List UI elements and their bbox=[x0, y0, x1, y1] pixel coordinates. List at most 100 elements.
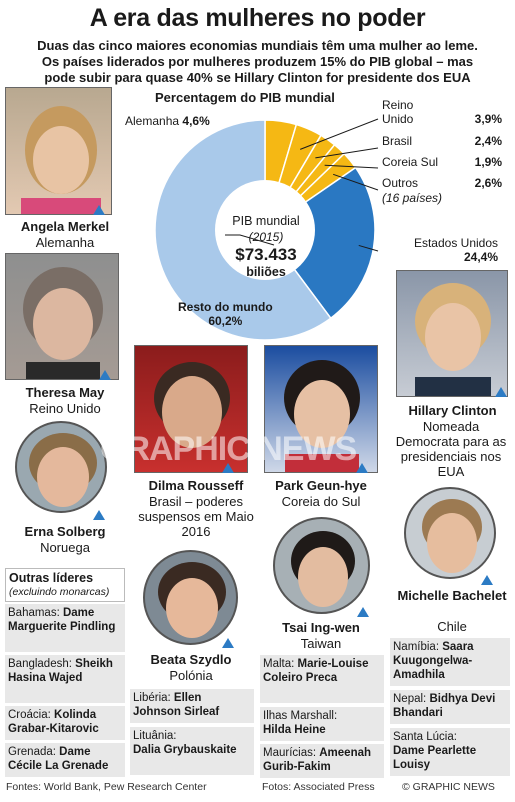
may-photo bbox=[5, 253, 119, 380]
leader-marker-icon bbox=[222, 638, 234, 648]
rousseff-role: Brasil – poderes suspensos em Maio 2016 bbox=[138, 494, 254, 539]
slice-value: 3,9% bbox=[474, 112, 502, 126]
leader-country: Croácia: bbox=[8, 709, 51, 721]
portrait-image bbox=[23, 267, 103, 379]
clinton-name: Hillary Clinton bbox=[408, 403, 497, 418]
pie-center-unit: biliões bbox=[246, 265, 286, 279]
other-leader-item: Maurícias: Ameenah Gurib-Fakim bbox=[260, 744, 384, 778]
slice-value: 2,6% bbox=[474, 176, 502, 190]
slice-name: Estados Unidos bbox=[413, 236, 498, 250]
slice-label-eua: Estados Unidos 24,4% bbox=[398, 236, 498, 264]
bachelet-name: Michelle Bachelet bbox=[397, 588, 507, 603]
rousseff-name: Dilma Rousseff bbox=[148, 478, 244, 493]
slice-value: 1,9% bbox=[474, 155, 502, 169]
may-country: Reino Unido bbox=[29, 401, 101, 416]
other-leader-item: Namíbia: Saara Kuugongelwa-Amadhila bbox=[390, 638, 510, 686]
chart-title: Percentagem do PIB mundial bbox=[155, 90, 335, 105]
pie-center-year: (2015) bbox=[248, 230, 284, 244]
subtitle-line-1: Duas das cinco maiores economias mundiai… bbox=[37, 38, 478, 53]
slice-label-outros: Outros 2,6% bbox=[382, 176, 502, 190]
leader-name: Dame Pearlette Louisy bbox=[393, 745, 477, 771]
solberg-photo bbox=[15, 421, 107, 513]
leader-country: Nepal: bbox=[393, 693, 427, 705]
leader-marker-icon bbox=[222, 463, 234, 473]
leader-name: Dame Cécile La Grenade bbox=[8, 746, 109, 772]
slice-value: 2,4% bbox=[474, 134, 502, 148]
tsai-name: Tsai Ing-wen bbox=[282, 620, 360, 635]
footer-sources: Fontes: World Bank, Pew Research Center bbox=[6, 781, 207, 793]
szydlo-country: Polónia bbox=[169, 668, 213, 683]
leader-name: Dame Marguerite Pindling bbox=[8, 607, 116, 633]
subtitle-line-3: pode subir para quase 40% se Hillary Cli… bbox=[44, 70, 471, 85]
slice-value: 60,2% bbox=[208, 314, 243, 328]
merkel-country: Alemanha bbox=[35, 235, 95, 250]
szydlo-photo bbox=[143, 550, 238, 645]
portrait-image bbox=[154, 362, 230, 448]
tsai-photo bbox=[273, 517, 370, 614]
slice-value: 4,6% bbox=[182, 114, 210, 128]
leader-name: Dalia Grybauskaite bbox=[133, 744, 237, 756]
leader-marker-icon bbox=[356, 463, 368, 473]
other-leader-item: Lituânia: Dalia Grybauskaite bbox=[130, 727, 254, 775]
slice-name: Outros bbox=[382, 176, 419, 190]
may-name: Theresa May bbox=[25, 385, 105, 400]
leader-line-estados-unidos bbox=[358, 244, 379, 252]
slice-label-coreia: Coreia Sul 1,9% bbox=[382, 155, 502, 169]
portrait-image bbox=[284, 360, 360, 472]
pie-center-label: PIB mundial bbox=[232, 214, 300, 228]
leader-line-outros bbox=[332, 173, 379, 191]
park-name: Park Geun-hye bbox=[275, 478, 367, 493]
subtitle-line-2: Os países liderados por mulheres produze… bbox=[41, 54, 474, 69]
slice-name: Brasil bbox=[382, 134, 413, 148]
portrait-image bbox=[415, 283, 491, 396]
leader-marker-icon bbox=[481, 575, 493, 585]
leader-country: Bahamas: bbox=[8, 607, 60, 619]
footer-photos: Fotos: Associated Press bbox=[262, 781, 375, 793]
leader-marker-icon bbox=[99, 370, 111, 380]
tsai-country: Taiwan bbox=[300, 636, 342, 651]
other-leader-item: Grenada: Dame Cécile La Grenade bbox=[5, 743, 125, 777]
bachelet-country: Chile bbox=[437, 619, 467, 634]
other-leader-item: Bangladesh: Sheikh Hasina Wajed bbox=[5, 655, 125, 703]
clinton-photo bbox=[396, 270, 508, 397]
portrait-image bbox=[422, 499, 482, 573]
leader-name: Hilda Heine bbox=[263, 724, 326, 736]
park-country: Coreia do Sul bbox=[281, 494, 361, 509]
pie-slice-estados-unidos bbox=[263, 166, 376, 320]
solberg-name: Erna Solberg bbox=[24, 524, 106, 539]
other-leader-item: Croácia: Kolinda Grabar-Kitarovic bbox=[5, 706, 125, 740]
merkel-name: Angela Merkel bbox=[20, 219, 110, 234]
leader-line-brasil bbox=[315, 147, 379, 159]
leader-country: Ilhas Marshall: bbox=[263, 710, 338, 722]
solberg-country: Noruega bbox=[40, 540, 90, 555]
slice-name: Resto do mundo bbox=[178, 300, 273, 314]
slice-label-reino-unido: Reino Unido 3,9% bbox=[382, 98, 502, 126]
other-leaders-note: (excluindo monarcas) bbox=[9, 586, 110, 598]
leader-marker-icon bbox=[93, 510, 105, 520]
portrait-image bbox=[291, 531, 355, 607]
leader-name: Ameenah Gurib-Fakim bbox=[263, 747, 372, 773]
page-title: A era das mulheres no poder bbox=[89, 4, 426, 32]
slice-name: Alemanha bbox=[125, 114, 180, 128]
footer-copyright: © GRAPHIC NEWS bbox=[402, 781, 495, 793]
other-leader-item: Ilhas Marshall: Hilda Heine bbox=[260, 707, 384, 741]
clinton-role: Nomeada Democrata para as presidenciais … bbox=[395, 419, 507, 479]
leader-country: Namíbia: bbox=[393, 641, 440, 653]
leader-country: Bangladesh: bbox=[8, 658, 72, 670]
leader-country: Grenada: bbox=[8, 746, 56, 758]
park-photo bbox=[264, 345, 378, 473]
slice-note-outros: (16 países) bbox=[382, 191, 443, 205]
leader-marker-icon bbox=[495, 387, 507, 397]
leader-country: Libéria: bbox=[133, 692, 171, 704]
pie-center-value: $73.433 bbox=[235, 245, 297, 264]
leader-name: Ellen Johnson Sirleaf bbox=[133, 692, 220, 718]
leader-line-alemanha bbox=[225, 234, 275, 246]
other-leader-item: Santa Lúcia: Dame Pearlette Louisy bbox=[390, 728, 510, 776]
other-leaders-header: Outras líderes (excluindo monarcas) bbox=[5, 568, 125, 602]
leader-country: Santa Lúcia: bbox=[393, 731, 457, 743]
leader-marker-icon bbox=[93, 205, 105, 215]
portrait-image bbox=[158, 562, 226, 638]
leader-name: Saara Kuugongelwa-Amadhila bbox=[393, 641, 474, 681]
slice-label-resto: Resto do mundo 60,2% bbox=[178, 300, 273, 328]
leader-name: Marie-Louise Coleiro Preca bbox=[263, 658, 369, 684]
